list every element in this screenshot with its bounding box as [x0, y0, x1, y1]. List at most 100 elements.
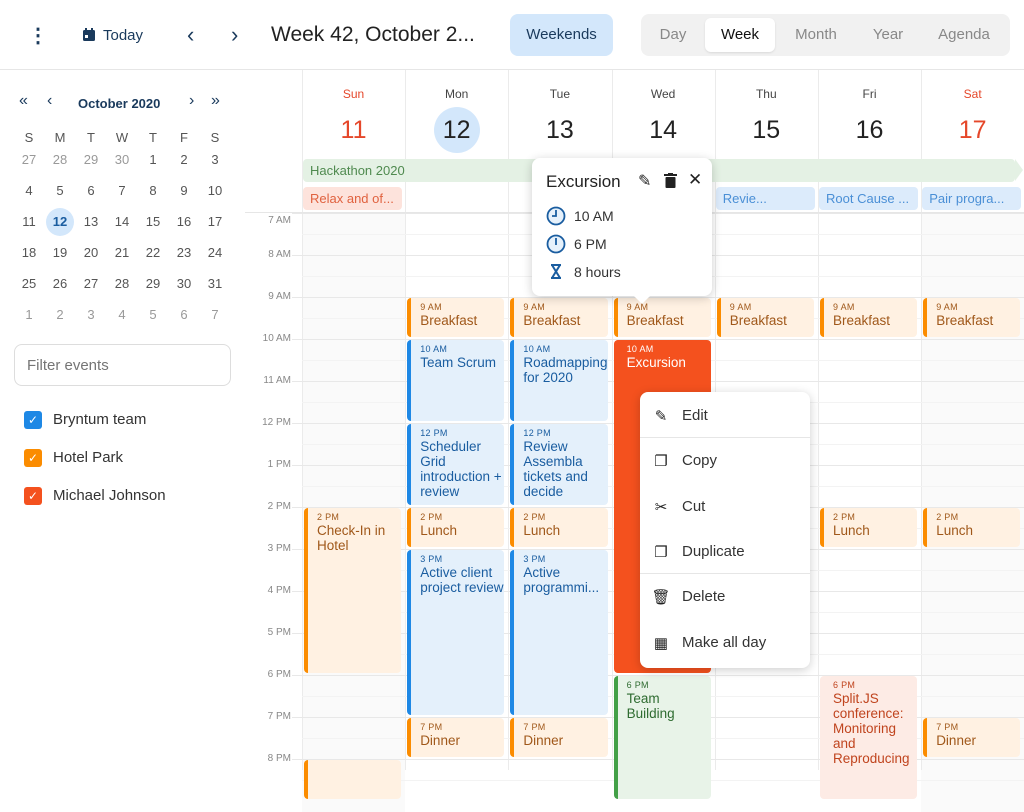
- event[interactable]: 9 AM Breakfast: [716, 298, 814, 337]
- mini-calendar-day[interactable]: 28: [52, 152, 68, 167]
- event[interactable]: 6 PM Team Building: [613, 676, 711, 799]
- event[interactable]: 10 AM Roadmapping for 2020: [510, 340, 608, 421]
- day-header[interactable]: Tue 13: [508, 80, 611, 153]
- day-header[interactable]: Sat 17: [921, 80, 1024, 153]
- event[interactable]: 2 PM Check-In in Hotel: [304, 508, 402, 673]
- day-header[interactable]: Wed 14: [612, 80, 715, 153]
- mini-calendar-day[interactable]: 18: [21, 245, 37, 260]
- event[interactable]: 9 AM Breakfast: [613, 298, 711, 337]
- mini-calendar-day[interactable]: 17: [207, 214, 223, 229]
- day-header[interactable]: Sun 11: [302, 80, 405, 153]
- mini-calendar-day[interactable]: 10: [207, 183, 223, 198]
- checkbox[interactable]: ✓: [24, 487, 42, 505]
- mini-calendar-day[interactable]: 11: [22, 214, 36, 229]
- event[interactable]: 9 AM Breakfast: [923, 298, 1021, 337]
- event[interactable]: 12 PM Scheduler Grid introduction + revie…: [407, 424, 505, 505]
- checkbox[interactable]: ✓: [24, 449, 42, 467]
- mini-calendar-day[interactable]: 3: [87, 307, 95, 322]
- mini-calendar-day[interactable]: 1: [149, 152, 157, 167]
- event[interactable]: [304, 760, 402, 799]
- event[interactable]: 3 PM Active programmi...: [510, 550, 608, 715]
- mini-calendar-day[interactable]: 24: [207, 245, 223, 260]
- menu-item-make-all-day[interactable]: ▦ Make all day: [640, 620, 810, 665]
- mini-calendar-day[interactable]: 4: [25, 183, 33, 198]
- more-vertical-icon[interactable]: ⋮: [28, 24, 48, 47]
- mini-calendar-day[interactable]: 7: [118, 183, 126, 198]
- previous-month-button[interactable]: ‹: [47, 92, 53, 109]
- mini-calendar-day[interactable]: 30: [176, 276, 192, 291]
- mini-calendar-day[interactable]: 1: [25, 307, 33, 322]
- mini-calendar-day[interactable]: 8: [149, 183, 157, 198]
- event[interactable]: 6 PM Split.JS conference: Monitoring and …: [820, 676, 918, 799]
- menu-item-duplicate[interactable]: ❐ Duplicate: [640, 529, 810, 574]
- today-button[interactable]: Today: [82, 0, 143, 70]
- next-week-button[interactable]: ›: [231, 22, 239, 47]
- menu-item-cut[interactable]: ✂ Cut: [640, 484, 810, 529]
- mini-calendar-day[interactable]: 6: [180, 307, 188, 322]
- mini-calendar-day[interactable]: 5: [149, 307, 157, 322]
- mini-calendar-day[interactable]: 19: [52, 245, 68, 260]
- trash-icon[interactable]: [664, 173, 677, 188]
- mini-calendar-day[interactable]: 30: [114, 152, 130, 167]
- day-header[interactable]: Mon 12: [405, 80, 508, 153]
- mini-calendar-day[interactable]: 20: [83, 245, 99, 260]
- weekends-toggle[interactable]: Weekends: [510, 14, 613, 56]
- mini-calendar-day[interactable]: 31: [207, 276, 223, 291]
- mini-calendar-day[interactable]: 22: [145, 245, 161, 260]
- mini-calendar-day[interactable]: 15: [145, 214, 161, 229]
- tab-week[interactable]: Week: [705, 18, 775, 52]
- mini-calendar-day[interactable]: 21: [114, 245, 130, 260]
- previous-year-button[interactable]: «: [19, 92, 28, 109]
- mini-calendar-day[interactable]: 2: [180, 152, 188, 167]
- event[interactable]: 2 PM Lunch: [510, 508, 608, 547]
- tab-day[interactable]: Day: [659, 26, 687, 43]
- day-header[interactable]: Fri 16: [818, 80, 921, 153]
- event[interactable]: 9 AM Breakfast: [820, 298, 918, 337]
- previous-week-button[interactable]: ‹: [187, 22, 195, 47]
- mini-calendar-day[interactable]: 2: [56, 307, 64, 322]
- event[interactable]: 3 PM Active client project review: [407, 550, 505, 715]
- mini-calendar-day[interactable]: 7: [211, 307, 219, 322]
- mini-calendar-day[interactable]: 9: [180, 183, 188, 198]
- mini-calendar-day[interactable]: 28: [114, 276, 130, 291]
- mini-calendar-day[interactable]: 4: [118, 307, 126, 322]
- mini-calendar-day[interactable]: 29: [83, 152, 99, 167]
- filter-events-input[interactable]: [14, 344, 231, 386]
- mini-calendar-day[interactable]: 29: [145, 276, 161, 291]
- tab-year[interactable]: Year: [872, 26, 904, 43]
- event[interactable]: 10 AM Team Scrum: [407, 340, 505, 421]
- mini-calendar-day[interactable]: 27: [21, 152, 37, 167]
- pencil-icon[interactable]: ✎: [638, 173, 652, 190]
- event[interactable]: 7 PM Dinner: [923, 718, 1021, 757]
- mini-calendar-day[interactable]: 25: [21, 276, 37, 291]
- tab-agenda[interactable]: Agenda: [938, 26, 990, 43]
- menu-item-copy[interactable]: ❐ Copy: [640, 438, 810, 483]
- tab-month[interactable]: Month: [795, 26, 837, 43]
- mini-calendar-day[interactable]: 13: [83, 214, 99, 229]
- mini-calendar-day[interactable]: 23: [176, 245, 192, 260]
- next-month-button[interactable]: ›: [189, 92, 195, 109]
- event[interactable]: 7 PM Dinner: [407, 718, 505, 757]
- mini-calendar-day[interactable]: 12: [46, 208, 74, 236]
- mini-calendar-day[interactable]: 16: [176, 214, 192, 229]
- all-day-event[interactable]: Root Cause ...: [819, 187, 919, 210]
- day-header[interactable]: Thu 15: [715, 80, 818, 153]
- event[interactable]: 2 PM Lunch: [407, 508, 505, 547]
- next-year-button[interactable]: »: [211, 92, 220, 109]
- event[interactable]: 7 PM Dinner: [510, 718, 608, 757]
- event[interactable]: 9 AM Breakfast: [407, 298, 505, 337]
- mini-calendar-day[interactable]: 5: [56, 183, 64, 198]
- mini-calendar-day[interactable]: 14: [114, 214, 130, 229]
- mini-calendar-day[interactable]: 26: [52, 276, 68, 291]
- close-icon[interactable]: ✕: [688, 170, 703, 189]
- checkbox[interactable]: ✓: [24, 411, 42, 429]
- mini-calendar-day[interactable]: 27: [83, 276, 99, 291]
- event[interactable]: 2 PM Lunch: [923, 508, 1021, 547]
- menu-item-edit[interactable]: ✎ Edit: [640, 393, 810, 438]
- mini-calendar-day[interactable]: 3: [211, 152, 219, 167]
- event[interactable]: 9 AM Breakfast: [510, 298, 608, 337]
- all-day-event[interactable]: Pair progra...: [922, 187, 1022, 210]
- all-day-event[interactable]: Relax and of...: [303, 187, 403, 210]
- event[interactable]: 2 PM Lunch: [820, 508, 918, 547]
- all-day-event[interactable]: Revie...: [715, 187, 815, 210]
